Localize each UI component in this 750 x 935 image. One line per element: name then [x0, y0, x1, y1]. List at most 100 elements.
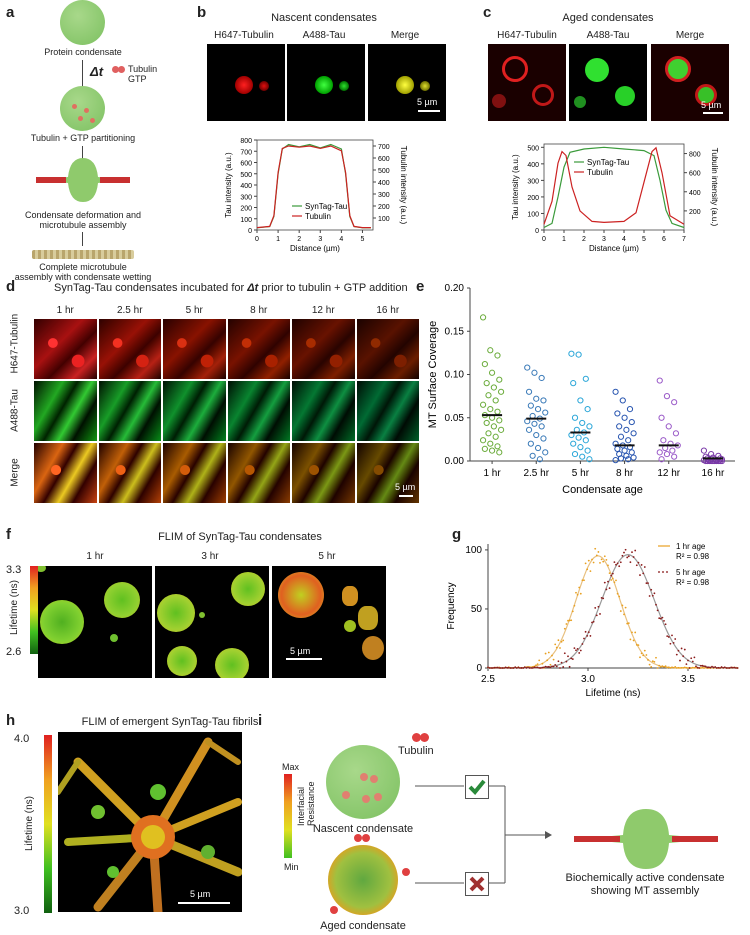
data-point	[494, 443, 501, 450]
panel-b-col1: H647-Tubulin	[214, 30, 274, 41]
data-point	[612, 388, 619, 395]
deformed-condensate-drawing	[36, 158, 130, 202]
data-point	[623, 551, 625, 554]
data-point	[530, 667, 533, 669]
panel-b-line-chart: 0 100 200 300 400 500 600 700 800 100 200 300 400 500…	[224, 138, 408, 253]
delta-t-label: Δt	[90, 64, 104, 79]
data-point	[490, 384, 497, 391]
data-point	[632, 556, 635, 558]
panel-b-col2: A488-Tau	[302, 30, 346, 41]
data-point	[557, 639, 560, 642]
data-point	[736, 667, 739, 669]
nascent-condensate-drawing	[326, 745, 400, 819]
data-point	[618, 595, 621, 598]
data-point	[488, 447, 496, 454]
data-point	[679, 667, 681, 669]
x-tick-label: 3.5	[681, 674, 695, 685]
data-point	[690, 667, 693, 669]
y-tick-label: 500	[240, 172, 252, 179]
data-point	[731, 666, 734, 669]
data-point	[490, 423, 497, 430]
data-point	[575, 351, 582, 358]
data-point	[608, 572, 611, 575]
data-point	[552, 658, 555, 661]
data-point	[619, 397, 626, 404]
data-point	[659, 617, 662, 620]
panel-f-colorbar	[30, 566, 38, 654]
data-point	[568, 665, 571, 668]
data-point	[631, 631, 633, 634]
y-tick-label: 300	[527, 178, 539, 185]
data-point	[728, 667, 731, 669]
data-point	[552, 665, 555, 668]
data-point	[605, 588, 608, 591]
data-point	[709, 666, 712, 669]
data-point	[573, 604, 576, 607]
tubulin-icon-i-2	[420, 733, 429, 742]
data-point	[603, 581, 606, 584]
data-point	[682, 655, 685, 658]
x-axis-label: Lifetime (ns)	[585, 688, 640, 699]
y-axis-label: Frequency	[446, 582, 457, 629]
data-point	[663, 619, 665, 622]
data-point	[615, 579, 617, 582]
data-point	[623, 452, 630, 459]
x-tick-label: 3	[318, 236, 322, 243]
data-point	[685, 663, 688, 666]
y2-tick-label: 200	[378, 204, 390, 211]
data-point	[594, 607, 597, 609]
cross-box	[465, 872, 489, 896]
legend-1hr: 1 hr age	[676, 542, 706, 551]
data-point	[629, 561, 632, 564]
data-point	[715, 667, 718, 669]
flim-5hr: 5 µm	[272, 566, 386, 678]
y-tick-label: 700	[240, 149, 252, 156]
data-point	[669, 642, 672, 645]
data-point	[610, 574, 613, 577]
data-point	[617, 455, 625, 462]
y-tick-label: 100	[465, 545, 482, 556]
data-point	[653, 592, 656, 595]
nascent-label: Nascent condensate	[312, 823, 414, 835]
aged-condensate-drawing	[328, 845, 398, 915]
micrograph-d-merge-2	[163, 443, 226, 503]
data-point	[613, 561, 616, 564]
data-point	[525, 388, 533, 395]
panel-d-row-0: H647-Tubulin	[9, 313, 21, 374]
y-tick-label: 500	[527, 145, 539, 152]
data-point	[725, 667, 728, 669]
complete-microtubule-drawing	[32, 250, 134, 259]
data-point	[487, 440, 494, 447]
data-point	[506, 666, 509, 669]
data-point	[533, 666, 536, 669]
deformation-label-2: microtubule assembly	[39, 220, 127, 230]
panel-d-row-1: A488-Tau	[9, 389, 21, 432]
data-point	[626, 556, 629, 559]
micrograph-d-tubulin-0	[34, 319, 97, 379]
data-point	[696, 666, 699, 669]
legend-5hr: 5 hr age	[676, 568, 706, 577]
x-tick-label: 8 hr	[616, 468, 634, 479]
data-point	[627, 555, 630, 558]
series-line-1	[543, 146, 685, 225]
data-point	[687, 659, 689, 662]
data-point	[494, 408, 501, 415]
data-point	[607, 580, 609, 583]
series-line-1	[256, 145, 371, 229]
data-point	[578, 652, 581, 654]
data-point	[592, 561, 595, 564]
data-point	[635, 564, 638, 567]
data-point	[661, 616, 664, 619]
data-point	[493, 666, 496, 669]
data-point	[651, 660, 654, 663]
data-point	[600, 558, 603, 561]
data-point	[570, 440, 577, 447]
data-point	[541, 666, 544, 669]
data-point	[586, 456, 593, 463]
data-point	[719, 667, 721, 669]
data-point	[658, 664, 661, 667]
data-point	[567, 619, 569, 622]
flim-1hr	[38, 566, 152, 678]
data-point	[621, 554, 624, 557]
data-point	[584, 406, 591, 413]
